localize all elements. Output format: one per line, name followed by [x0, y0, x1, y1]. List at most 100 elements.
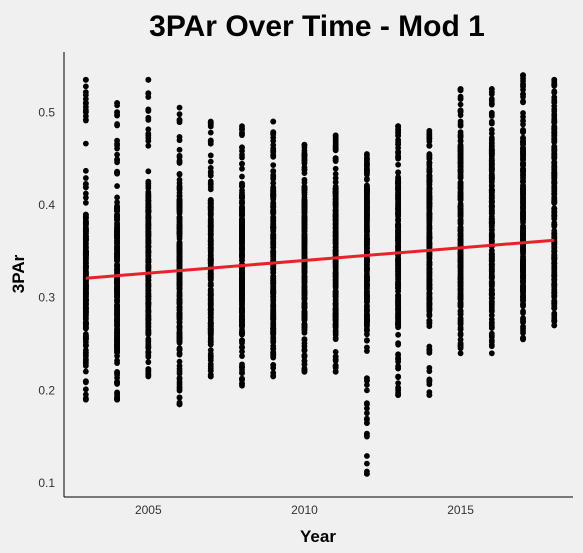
data-point: [395, 196, 402, 203]
data-point: [207, 237, 214, 244]
data-point: [270, 244, 277, 251]
data-point: [176, 394, 183, 401]
data-point: [457, 166, 464, 173]
data-point: [488, 97, 495, 104]
data-point: [145, 197, 152, 203]
data-point: [395, 137, 402, 143]
data-point: [176, 200, 183, 207]
data-point: [426, 160, 433, 167]
data-point: [457, 122, 464, 129]
data-point: [207, 373, 214, 380]
data-point: [82, 240, 89, 246]
data-point: [426, 392, 433, 398]
data-point: [332, 358, 339, 364]
data-point: [207, 350, 214, 357]
data-point: [520, 194, 526, 201]
data-point: [176, 171, 183, 178]
data-point: [488, 234, 495, 241]
data-point: [488, 199, 495, 206]
data-point: [176, 339, 183, 346]
data-point: [488, 161, 495, 168]
data-point: [301, 316, 308, 323]
data-point: [145, 300, 152, 307]
data-point: [332, 202, 339, 209]
data-point: [551, 94, 558, 101]
data-point: [270, 301, 277, 307]
data-point: [520, 198, 526, 205]
data-point: [457, 321, 464, 328]
data-point: [176, 160, 183, 166]
data-point: [520, 72, 526, 79]
data-point: [395, 169, 402, 176]
data-point: [457, 160, 464, 167]
data-point: [82, 225, 89, 232]
data-point: [488, 174, 495, 181]
data-point: [426, 262, 433, 269]
data-point: [457, 271, 464, 278]
data-point: [520, 272, 526, 278]
data-point: [114, 221, 120, 228]
data-point: [301, 245, 308, 252]
data-point: [426, 300, 433, 306]
data-point: [332, 179, 339, 185]
data-point: [176, 351, 183, 358]
data-point: [114, 251, 120, 258]
data-point: [551, 152, 558, 159]
data-point: [457, 261, 464, 268]
data-point: [426, 156, 433, 162]
data-point: [364, 268, 370, 275]
data-point: [364, 189, 370, 196]
data-point: [332, 132, 339, 139]
data-point: [207, 367, 214, 374]
data-point: [82, 140, 89, 147]
data-point: [176, 281, 183, 287]
data-point: [82, 190, 89, 197]
data-point: [145, 107, 152, 114]
data-point: [176, 245, 183, 252]
data-point: [114, 340, 120, 347]
data-point: [551, 139, 558, 146]
data-point: [457, 311, 464, 318]
data-point: [426, 272, 433, 279]
data-point: [520, 285, 526, 291]
data-point: [364, 195, 370, 202]
data-point: [176, 376, 183, 383]
data-point: [114, 183, 120, 189]
y-axis-label: 3PAr: [9, 254, 28, 293]
data-point: [145, 232, 152, 239]
data-point: [426, 242, 433, 249]
data-point: [82, 249, 89, 255]
data-point: [457, 93, 464, 100]
data-point: [488, 140, 495, 147]
data-point: [426, 289, 433, 296]
data-point: [426, 184, 433, 191]
data-point: [488, 91, 495, 98]
data-point: [270, 145, 277, 152]
data-point: [364, 382, 370, 388]
data-point: [114, 170, 120, 176]
data-point: [395, 285, 402, 292]
data-point: [82, 302, 89, 309]
data-point: [114, 369, 120, 375]
data-point: [457, 326, 464, 333]
data-point: [426, 378, 433, 385]
data-point: [364, 405, 370, 412]
data-point: [239, 203, 245, 210]
data-point: [176, 401, 183, 408]
data-point: [270, 280, 277, 287]
data-point: [114, 229, 120, 235]
data-point: [551, 232, 558, 239]
data-point: [207, 158, 214, 165]
data-point: [270, 152, 277, 158]
data-point: [457, 129, 464, 136]
data-point: [301, 270, 308, 276]
data-point: [82, 100, 89, 107]
data-point: [395, 237, 402, 244]
data-point: [145, 338, 152, 345]
data-point: [301, 231, 308, 238]
data-point: [239, 244, 245, 250]
data-point: [457, 332, 464, 338]
data-point: [457, 275, 464, 282]
data-point: [520, 149, 526, 156]
data-point: [520, 219, 526, 226]
